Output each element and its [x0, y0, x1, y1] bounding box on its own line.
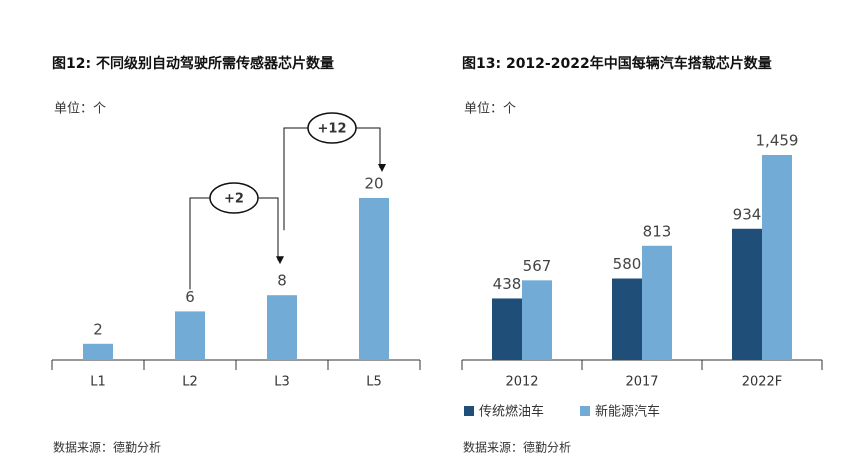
x-tick-label: L5 — [366, 375, 382, 390]
value-label: 813 — [643, 222, 672, 240]
value-label: 580 — [613, 255, 642, 273]
value-label: 438 — [493, 275, 522, 293]
chart-title: 图12: 不同级别自动驾驶所需传感器芯片数量 — [52, 55, 334, 72]
source: 数据来源：德勤分析 — [463, 440, 571, 455]
value-label: 1,459 — [756, 132, 799, 150]
annotation-bubble — [307, 112, 357, 144]
annotation: +12 — [318, 122, 347, 137]
bar — [732, 228, 762, 360]
value-label: 567 — [523, 257, 552, 275]
legend-swatch — [580, 406, 590, 416]
bar — [642, 245, 672, 360]
bar — [612, 278, 642, 360]
value-label: 2 — [93, 320, 103, 338]
bar — [267, 295, 297, 360]
legend-swatch — [464, 406, 474, 416]
x-tick-label: 2022F — [742, 375, 783, 390]
bar — [175, 311, 205, 360]
unit-label: 单位：个 — [464, 102, 516, 117]
bar — [492, 298, 522, 360]
x-tick-label: L2 — [182, 375, 198, 390]
legend-label: 新能源汽车 — [595, 404, 660, 420]
bar — [762, 155, 792, 360]
chart-title: 图13: 2012-2022年中国每辆汽车搭载芯片数量 — [462, 55, 772, 72]
source: 数据来源：德勤分析 — [53, 440, 161, 455]
annotation-bubble — [209, 182, 259, 214]
bar — [522, 280, 552, 360]
value-label: 8 — [277, 272, 287, 290]
annotation: +2 — [224, 192, 244, 207]
x-tick-label: L1 — [90, 375, 106, 390]
value-label: 934 — [733, 205, 762, 223]
x-tick-label: 2012 — [505, 375, 538, 390]
bar — [83, 343, 113, 360]
unit-label: 单位：个 — [54, 102, 106, 117]
bar — [359, 198, 389, 360]
x-tick-label: L3 — [274, 375, 290, 390]
value-label: 6 — [185, 288, 195, 306]
x-tick-label: 2017 — [625, 375, 658, 390]
value-label: 20 — [364, 175, 383, 193]
legend-label: 传统燃油车 — [479, 404, 544, 420]
